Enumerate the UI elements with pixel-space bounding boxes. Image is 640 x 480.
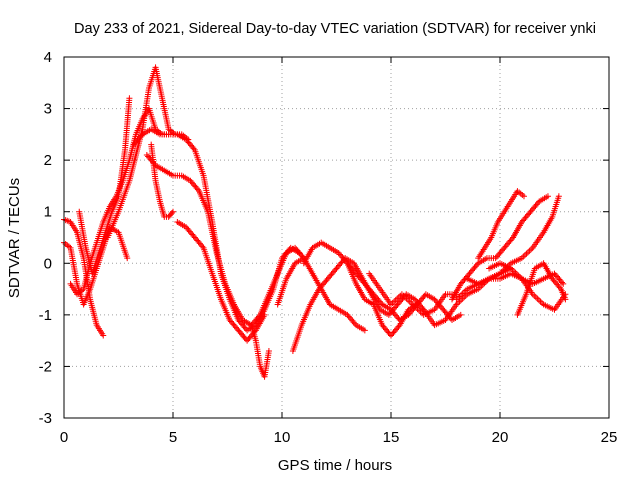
data-point: [473, 261, 480, 268]
data-point: [194, 186, 201, 193]
series-arc8: [148, 141, 176, 220]
data-point: [261, 311, 268, 318]
data-point: [454, 300, 461, 307]
data-point: [525, 249, 532, 256]
y-tick-label: -2: [39, 358, 52, 375]
data-marks: [61, 64, 569, 380]
data-point: [100, 332, 107, 339]
data-point: [537, 298, 544, 305]
data-point: [532, 294, 539, 301]
data-point: [555, 193, 562, 200]
data-point: [378, 300, 385, 307]
series-arc10: [248, 322, 272, 380]
data-point: [419, 305, 426, 312]
series-arc1: [61, 216, 107, 339]
data-point: [523, 250, 530, 257]
data-point: [534, 199, 541, 206]
series-arc14: [344, 260, 464, 339]
data-point: [520, 193, 527, 200]
series-arc9: [174, 219, 268, 344]
data-point: [556, 284, 563, 291]
data-point: [190, 145, 197, 152]
y-tick-label: 2: [44, 152, 52, 169]
y-tick-label: -1: [39, 307, 52, 324]
data-point: [534, 295, 541, 302]
data-point: [562, 296, 569, 303]
series-arc5: [104, 64, 192, 241]
data-point: [124, 255, 131, 262]
data-point: [526, 247, 533, 254]
series-arc15: [366, 270, 460, 318]
y-tick-label: 0: [44, 255, 52, 272]
x-axis-label: GPS time / hours: [278, 457, 392, 474]
series-arc20: [453, 270, 569, 313]
data-point: [199, 243, 206, 250]
series-arc2: [61, 224, 131, 308]
data-point: [170, 208, 176, 215]
data-point: [394, 295, 401, 302]
x-tick-label: 0: [60, 429, 68, 446]
y-tick-labels: -3 -2 -1 0 1 2 3 4: [39, 49, 52, 427]
x-tick-label: 25: [601, 429, 618, 446]
data-point: [126, 95, 133, 102]
series-arc19: [475, 188, 527, 262]
data-point: [351, 320, 358, 327]
data-point: [361, 327, 368, 334]
chart-title: Day 233 of 2021, Sidereal Day-to-day VTE…: [74, 21, 596, 37]
data-point: [560, 280, 567, 287]
y-axis-label: SDTVAR / TECUs: [6, 178, 23, 298]
series-arc22: [486, 260, 567, 287]
y-tick-label: 4: [44, 49, 52, 66]
y-tick-label: 3: [44, 101, 52, 118]
x-tick-label: 10: [274, 429, 291, 446]
x-tick-labels: 0 5 10 15 20 25: [60, 429, 618, 446]
data-point: [558, 279, 565, 286]
series-arc7: [143, 151, 307, 329]
y-tick-label: -3: [39, 410, 52, 427]
series-arc13: [300, 239, 421, 324]
data-point: [508, 235, 515, 242]
data-point: [544, 193, 551, 200]
data-point: [528, 246, 535, 253]
data-point: [168, 210, 175, 217]
x-tick-label: 15: [383, 429, 400, 446]
series-arc11: [274, 255, 368, 334]
grid-lines: [63, 56, 610, 419]
data-point: [535, 297, 542, 304]
data-point: [138, 132, 145, 139]
y-tick-label: 1: [44, 204, 52, 221]
x-tick-label: 5: [169, 429, 177, 446]
data-point: [521, 252, 528, 259]
data-point: [531, 292, 538, 299]
data-point: [395, 323, 402, 330]
series-arc21: [514, 260, 569, 318]
data-point: [265, 347, 272, 354]
plot-frame: [63, 56, 610, 419]
series-arc17: [449, 193, 551, 303]
x-tick-label: 20: [492, 429, 509, 446]
data-point: [457, 311, 464, 318]
